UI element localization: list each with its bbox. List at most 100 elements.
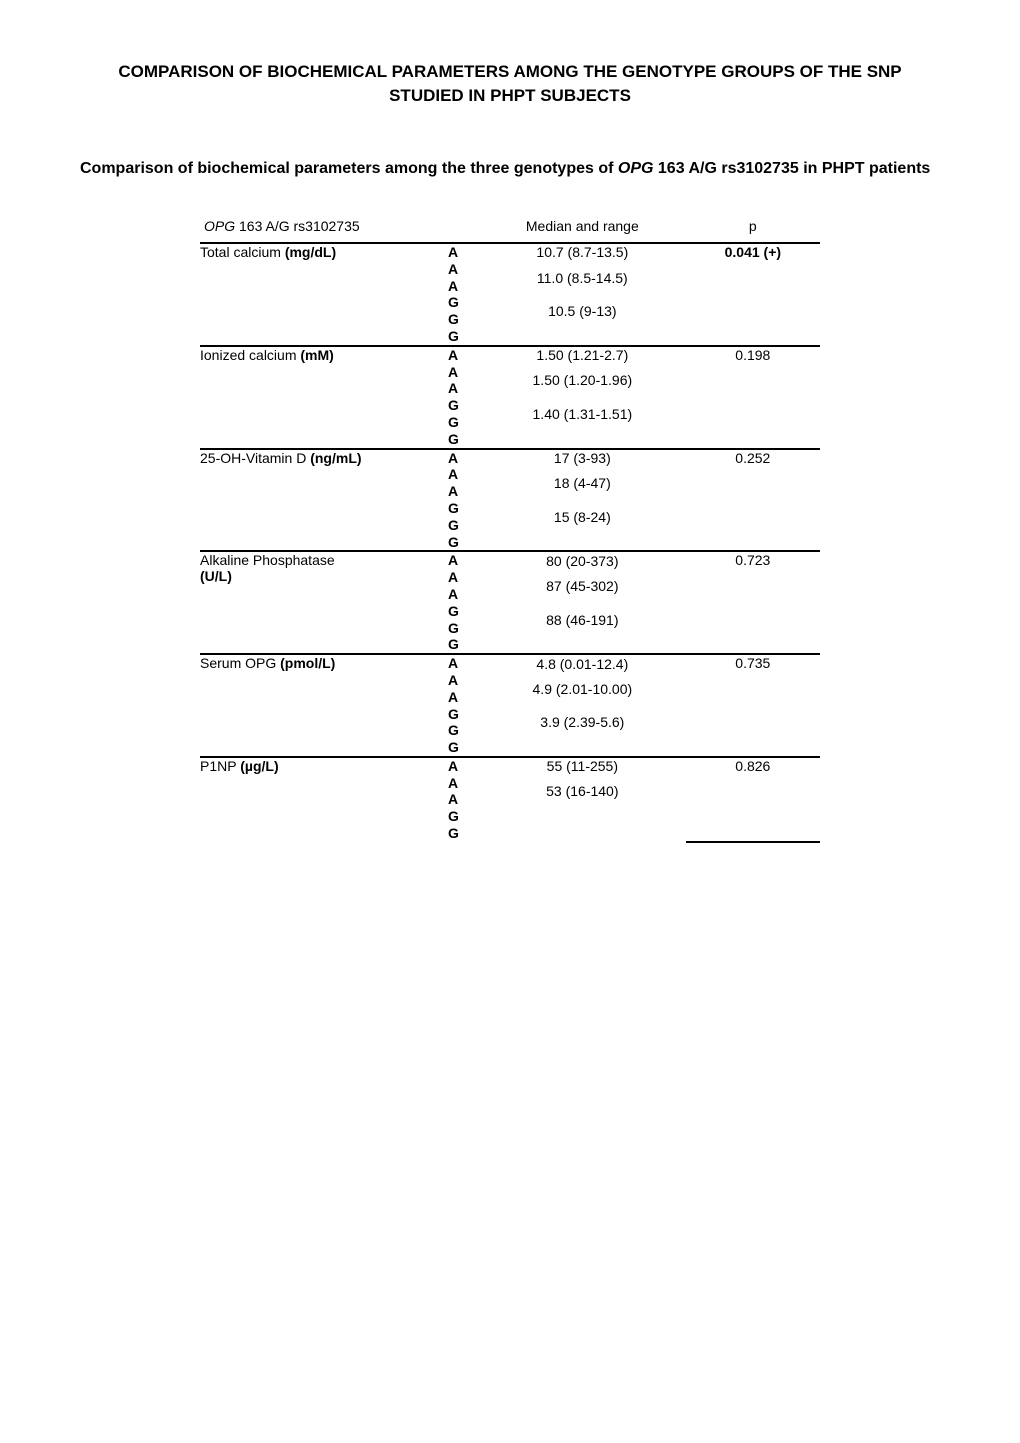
- genotype-letter: A: [448, 380, 479, 397]
- genotype-letter: G: [448, 431, 479, 448]
- genotype-letter: A: [448, 654, 479, 672]
- genotype-letter: A: [448, 364, 479, 381]
- value-aa: 10.7 (8.7-13.5): [479, 243, 686, 261]
- genotype-letter: G: [448, 328, 479, 345]
- value-aa: 80 (20-373): [479, 551, 686, 569]
- value-gg: 15 (8-24): [479, 500, 686, 534]
- genotype-letter: G: [448, 808, 479, 825]
- genotype-letter: A: [448, 775, 479, 792]
- value-ag: 18 (4-47): [479, 466, 686, 500]
- genotype-letter: A: [448, 586, 479, 603]
- value-empty: [479, 534, 686, 551]
- header-snp-italic: OPG: [204, 218, 235, 234]
- table-header-row: OPG 163 A/G rs3102735 Median and range p: [200, 210, 820, 243]
- genotype-letter: A: [448, 551, 479, 569]
- table-row: 25-OH-Vitamin D (ng/mL)A17 (3-93)0.252: [200, 449, 820, 467]
- p-value: 0.041 (+): [686, 243, 820, 345]
- value-empty: [479, 636, 686, 653]
- parameter-name: P1NP: [200, 758, 240, 774]
- parameter-cell: Ionized calcium (mM): [200, 346, 448, 448]
- p-value: 0.826: [686, 757, 820, 842]
- genotype-letter: A: [448, 791, 479, 808]
- p-value: 0.252: [686, 449, 820, 551]
- genotype-letter: G: [448, 603, 479, 620]
- value-empty: [479, 431, 686, 448]
- genotype-letter: A: [448, 466, 479, 483]
- p-value: 0.723: [686, 551, 820, 653]
- table-row: P1NP (µg/L)A55 (11-255)0.826: [200, 757, 820, 775]
- genotype-letter: A: [448, 689, 479, 706]
- value-gg: [479, 808, 686, 842]
- genotype-letter: G: [448, 620, 479, 637]
- main-title: COMPARISON OF BIOCHEMICAL PARAMETERS AMO…: [80, 60, 940, 108]
- biochemical-parameters-table: OPG 163 A/G rs3102735 Median and range p…: [200, 210, 820, 843]
- value-ag: 53 (16-140): [479, 775, 686, 809]
- parameter-cell: Total calcium (mg/dL): [200, 243, 448, 345]
- table-row: Alkaline Phosphatase (U/L)A80 (20-373)0.…: [200, 551, 820, 569]
- table-row: Ionized calcium (mM)A1.50 (1.21-2.7)0.19…: [200, 346, 820, 364]
- sub-title: Comparison of biochemical parameters amo…: [80, 158, 940, 180]
- parameter-unit: (pmol/L): [280, 655, 335, 671]
- parameter-name: 25-OH-Vitamin D: [200, 450, 310, 466]
- p-value: 0.735: [686, 654, 820, 756]
- value-empty: [479, 739, 686, 756]
- value-empty: [479, 328, 686, 345]
- genotype-letter: G: [448, 294, 479, 311]
- table-body: Total calcium (mg/dL)A10.7 (8.7-13.5)0.0…: [200, 243, 820, 842]
- parameter-name: Alkaline Phosphatase: [200, 552, 335, 568]
- parameter-name: Ionized calcium: [200, 347, 300, 363]
- genotype-letter: A: [448, 757, 479, 775]
- genotype-letter: G: [448, 414, 479, 431]
- genotype-letter: A: [448, 569, 479, 586]
- genotype-letter: A: [448, 243, 479, 261]
- value-gg: 10.5 (9-13): [479, 294, 686, 328]
- genotype-letter: A: [448, 672, 479, 689]
- parameter-unit: (µg/L): [240, 758, 278, 774]
- value-gg: 88 (46-191): [479, 603, 686, 637]
- genotype-letter: A: [448, 261, 479, 278]
- parameter-unit: (mM): [300, 347, 333, 363]
- parameter-cell: Serum OPG (pmol/L): [200, 654, 448, 756]
- genotype-letter: A: [448, 278, 479, 295]
- genotype-letter: G: [448, 722, 479, 739]
- header-median: Median and range: [479, 210, 686, 243]
- genotype-letter: G: [448, 825, 479, 842]
- p-value: 0.198: [686, 346, 820, 448]
- sub-title-italic: OPG: [618, 160, 654, 177]
- genotype-letter: A: [448, 483, 479, 500]
- table-row: Total calcium (mg/dL)A10.7 (8.7-13.5)0.0…: [200, 243, 820, 261]
- genotype-letter: G: [448, 636, 479, 653]
- value-aa: 1.50 (1.21-2.7): [479, 346, 686, 364]
- value-ag: 87 (45-302): [479, 569, 686, 603]
- genotype-letter: G: [448, 706, 479, 723]
- value-aa: 4.8 (0.01-12.4): [479, 654, 686, 672]
- genotype-letter: A: [448, 346, 479, 364]
- parameter-unit: (mg/dL): [285, 244, 336, 260]
- parameter-unit: (ng/mL): [310, 450, 361, 466]
- header-snp-rest: 163 A/G rs3102735: [235, 218, 360, 234]
- parameter-unit: (U/L): [200, 568, 232, 584]
- genotype-letter: G: [448, 534, 479, 551]
- sub-title-prefix: Comparison of biochemical parameters amo…: [80, 160, 618, 177]
- value-aa: 17 (3-93): [479, 449, 686, 467]
- genotype-letter: A: [448, 449, 479, 467]
- value-aa: 55 (11-255): [479, 757, 686, 775]
- genotype-letter: G: [448, 517, 479, 534]
- genotype-letter: G: [448, 311, 479, 328]
- table-row: Serum OPG (pmol/L)A4.8 (0.01-12.4)0.735: [200, 654, 820, 672]
- sub-title-suffix: 163 A/G rs3102735 in PHPT patients: [653, 160, 930, 177]
- parameter-cell: 25-OH-Vitamin D (ng/mL): [200, 449, 448, 551]
- genotype-letter: G: [448, 500, 479, 517]
- header-p: p: [686, 210, 820, 243]
- genotype-letter: G: [448, 397, 479, 414]
- genotype-letter: G: [448, 739, 479, 756]
- header-snp: OPG 163 A/G rs3102735: [200, 210, 479, 243]
- parameter-name: Total calcium: [200, 244, 285, 260]
- value-ag: 11.0 (8.5-14.5): [479, 261, 686, 295]
- value-ag: 1.50 (1.20-1.96): [479, 364, 686, 398]
- value-gg: 1.40 (1.31-1.51): [479, 397, 686, 431]
- parameter-cell: Alkaline Phosphatase (U/L): [200, 551, 448, 653]
- parameter-name: Serum OPG: [200, 655, 280, 671]
- value-gg: 3.9 (2.39-5.6): [479, 706, 686, 740]
- value-ag: 4.9 (2.01-10.00): [479, 672, 686, 706]
